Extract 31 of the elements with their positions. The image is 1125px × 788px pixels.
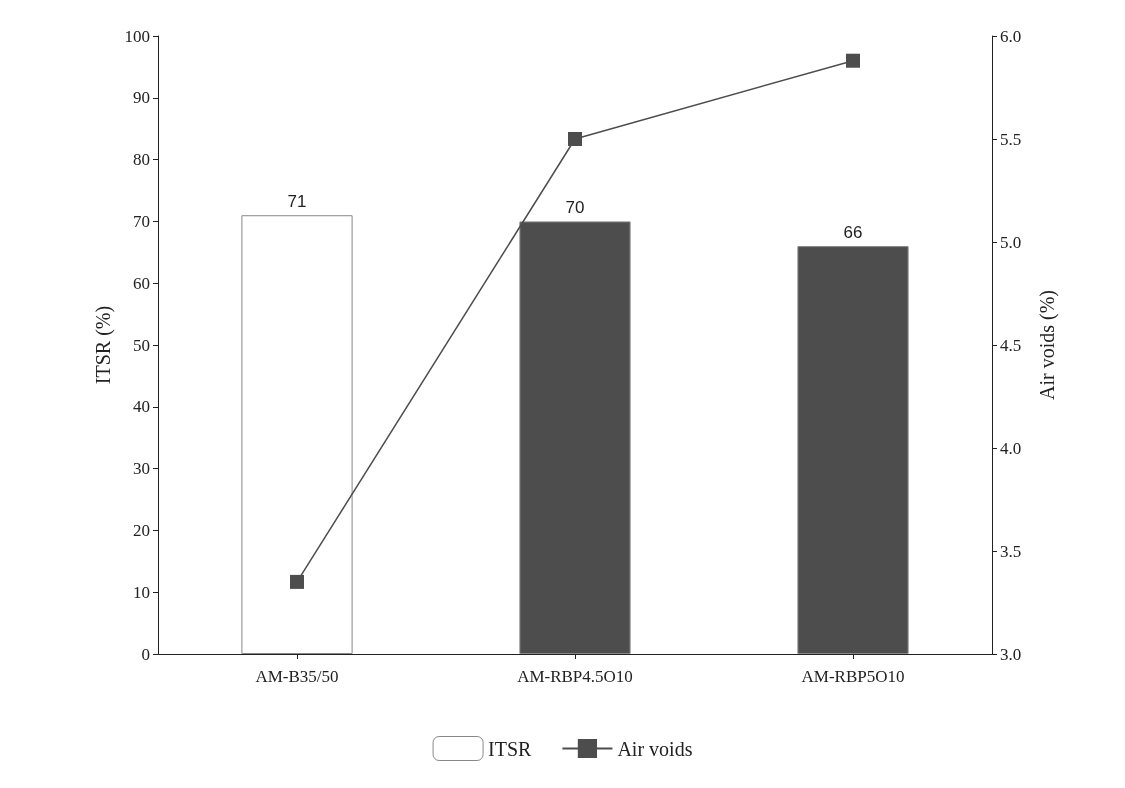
x-tick-label: AM-RBP5O10 <box>801 667 905 686</box>
y-axis-title: ITSR (%) <box>92 305 115 385</box>
data-label: 71 <box>287 192 307 212</box>
legend-label: Air voids <box>617 737 693 760</box>
y-tick-label: 0 <box>141 644 150 664</box>
y-tick-label: 90 <box>133 88 150 108</box>
y2-axis-title: Air voids (%) <box>1036 290 1059 400</box>
data-label: 70 <box>565 198 585 218</box>
y-tick-label: 50 <box>133 335 150 355</box>
data-label: 66 <box>843 223 863 243</box>
y-tick-label: 70 <box>133 211 150 231</box>
y-tick-label: 100 <box>124 26 150 46</box>
y-tick-label: 60 <box>133 273 150 293</box>
y-tick-label: 10 <box>133 582 150 602</box>
y2-tick-label: 4.5 <box>1000 335 1022 355</box>
y2-tick-label: 5.0 <box>1000 232 1022 252</box>
y2-tick-label: 3.5 <box>1000 541 1022 561</box>
x-tick-label: AM-B35/50 <box>255 667 339 686</box>
y2-tick-label: 4.0 <box>1000 438 1022 458</box>
y2-tick-label: 5.5 <box>1000 129 1022 149</box>
point <box>290 574 304 589</box>
point <box>568 132 582 146</box>
point <box>846 53 860 68</box>
y2-tick-label: 6.0 <box>1000 26 1022 46</box>
y2-tick-label: 3.0 <box>1000 644 1022 664</box>
legend-label: ITSR <box>488 737 533 760</box>
y-tick-label: 30 <box>133 459 150 479</box>
y-tick-label: 20 <box>133 520 150 540</box>
y-tick-label: 40 <box>133 397 150 417</box>
y-tick-label: 80 <box>133 150 150 170</box>
x-tick-label: AM-RBP4.5O10 <box>517 667 633 686</box>
